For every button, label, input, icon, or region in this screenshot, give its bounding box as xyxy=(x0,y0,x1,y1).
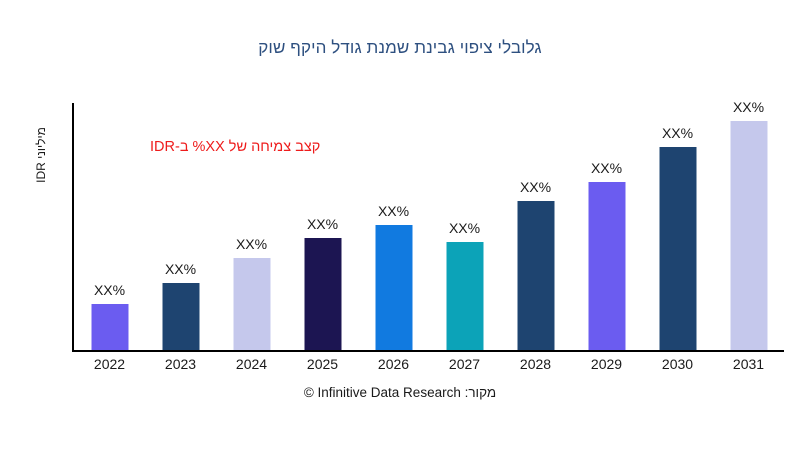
bar-2030[interactable] xyxy=(659,147,696,350)
y-axis-title: מיליוני IDR xyxy=(34,127,48,183)
x-tick-2023: 2023 xyxy=(164,356,197,372)
bar-group-2030: XX% xyxy=(642,103,713,350)
bar-value-label-2026: XX% xyxy=(377,203,410,219)
bar-value-label-2027: XX% xyxy=(448,220,481,236)
bar-group-2026: XX% xyxy=(358,103,429,350)
x-tick-2028: 2028 xyxy=(519,356,552,372)
bar-value-label-2028: XX% xyxy=(519,179,552,195)
growth-rate-annotation: קצב צמיחה של XX% ב-IDR xyxy=(150,139,321,155)
x-axis-line xyxy=(72,350,784,352)
x-tick-2030: 2030 xyxy=(661,356,694,372)
bar-2027[interactable] xyxy=(446,242,483,350)
x-axis-tick-labels: 2022 2023 2024 2025 2026 2027 2028 2029 2030 2031 xyxy=(74,356,784,378)
bar-2026[interactable] xyxy=(375,225,412,350)
x-tick-2031: 2031 xyxy=(732,356,765,372)
bar-group-2025: XX% xyxy=(287,103,358,350)
y-axis-line xyxy=(72,103,74,351)
bar-group-2024: XX% xyxy=(216,103,287,350)
x-tick-2027: 2027 xyxy=(448,356,481,372)
bar-2023[interactable] xyxy=(162,283,199,350)
bar-2028[interactable] xyxy=(517,201,554,350)
chart-title: גלובלי ציפוי גבינת שמנת גודל היקף שוק xyxy=(258,38,542,57)
bar-group-2031: XX% xyxy=(713,99,784,350)
x-tick-2022: 2022 xyxy=(93,356,126,372)
bars-layer: XX% XX% XX% XX% XX% XX% XX% XX% XX% XX% xyxy=(74,99,784,350)
bar-value-label-2022: XX% xyxy=(93,282,126,298)
bar-2031[interactable] xyxy=(730,121,767,350)
bar-value-label-2029: XX% xyxy=(590,160,623,176)
bar-2022[interactable] xyxy=(91,304,128,350)
source-note: מקור: Infinitive Data Research © xyxy=(303,385,497,400)
x-tick-2025: 2025 xyxy=(306,356,339,372)
bar-group-2028: XX% xyxy=(500,103,571,350)
bar-2029[interactable] xyxy=(588,182,625,350)
x-tick-2026: 2026 xyxy=(377,356,410,372)
x-tick-2029: 2029 xyxy=(590,356,623,372)
bar-group-2022: XX% xyxy=(74,103,145,350)
bar-group-2029: XX% xyxy=(571,103,642,350)
bar-group-2027: XX% xyxy=(429,103,500,350)
x-tick-2024: 2024 xyxy=(235,356,268,372)
bar-2025[interactable] xyxy=(304,238,341,350)
bar-value-label-2031: XX% xyxy=(732,99,765,115)
bar-value-label-2025: XX% xyxy=(306,216,339,232)
bar-value-label-2030: XX% xyxy=(661,125,694,141)
bar-value-label-2024: XX% xyxy=(235,236,268,252)
bar-2024[interactable] xyxy=(233,258,270,350)
bar-value-label-2023: XX% xyxy=(164,261,197,277)
bar-group-2023: XX% xyxy=(145,103,216,350)
